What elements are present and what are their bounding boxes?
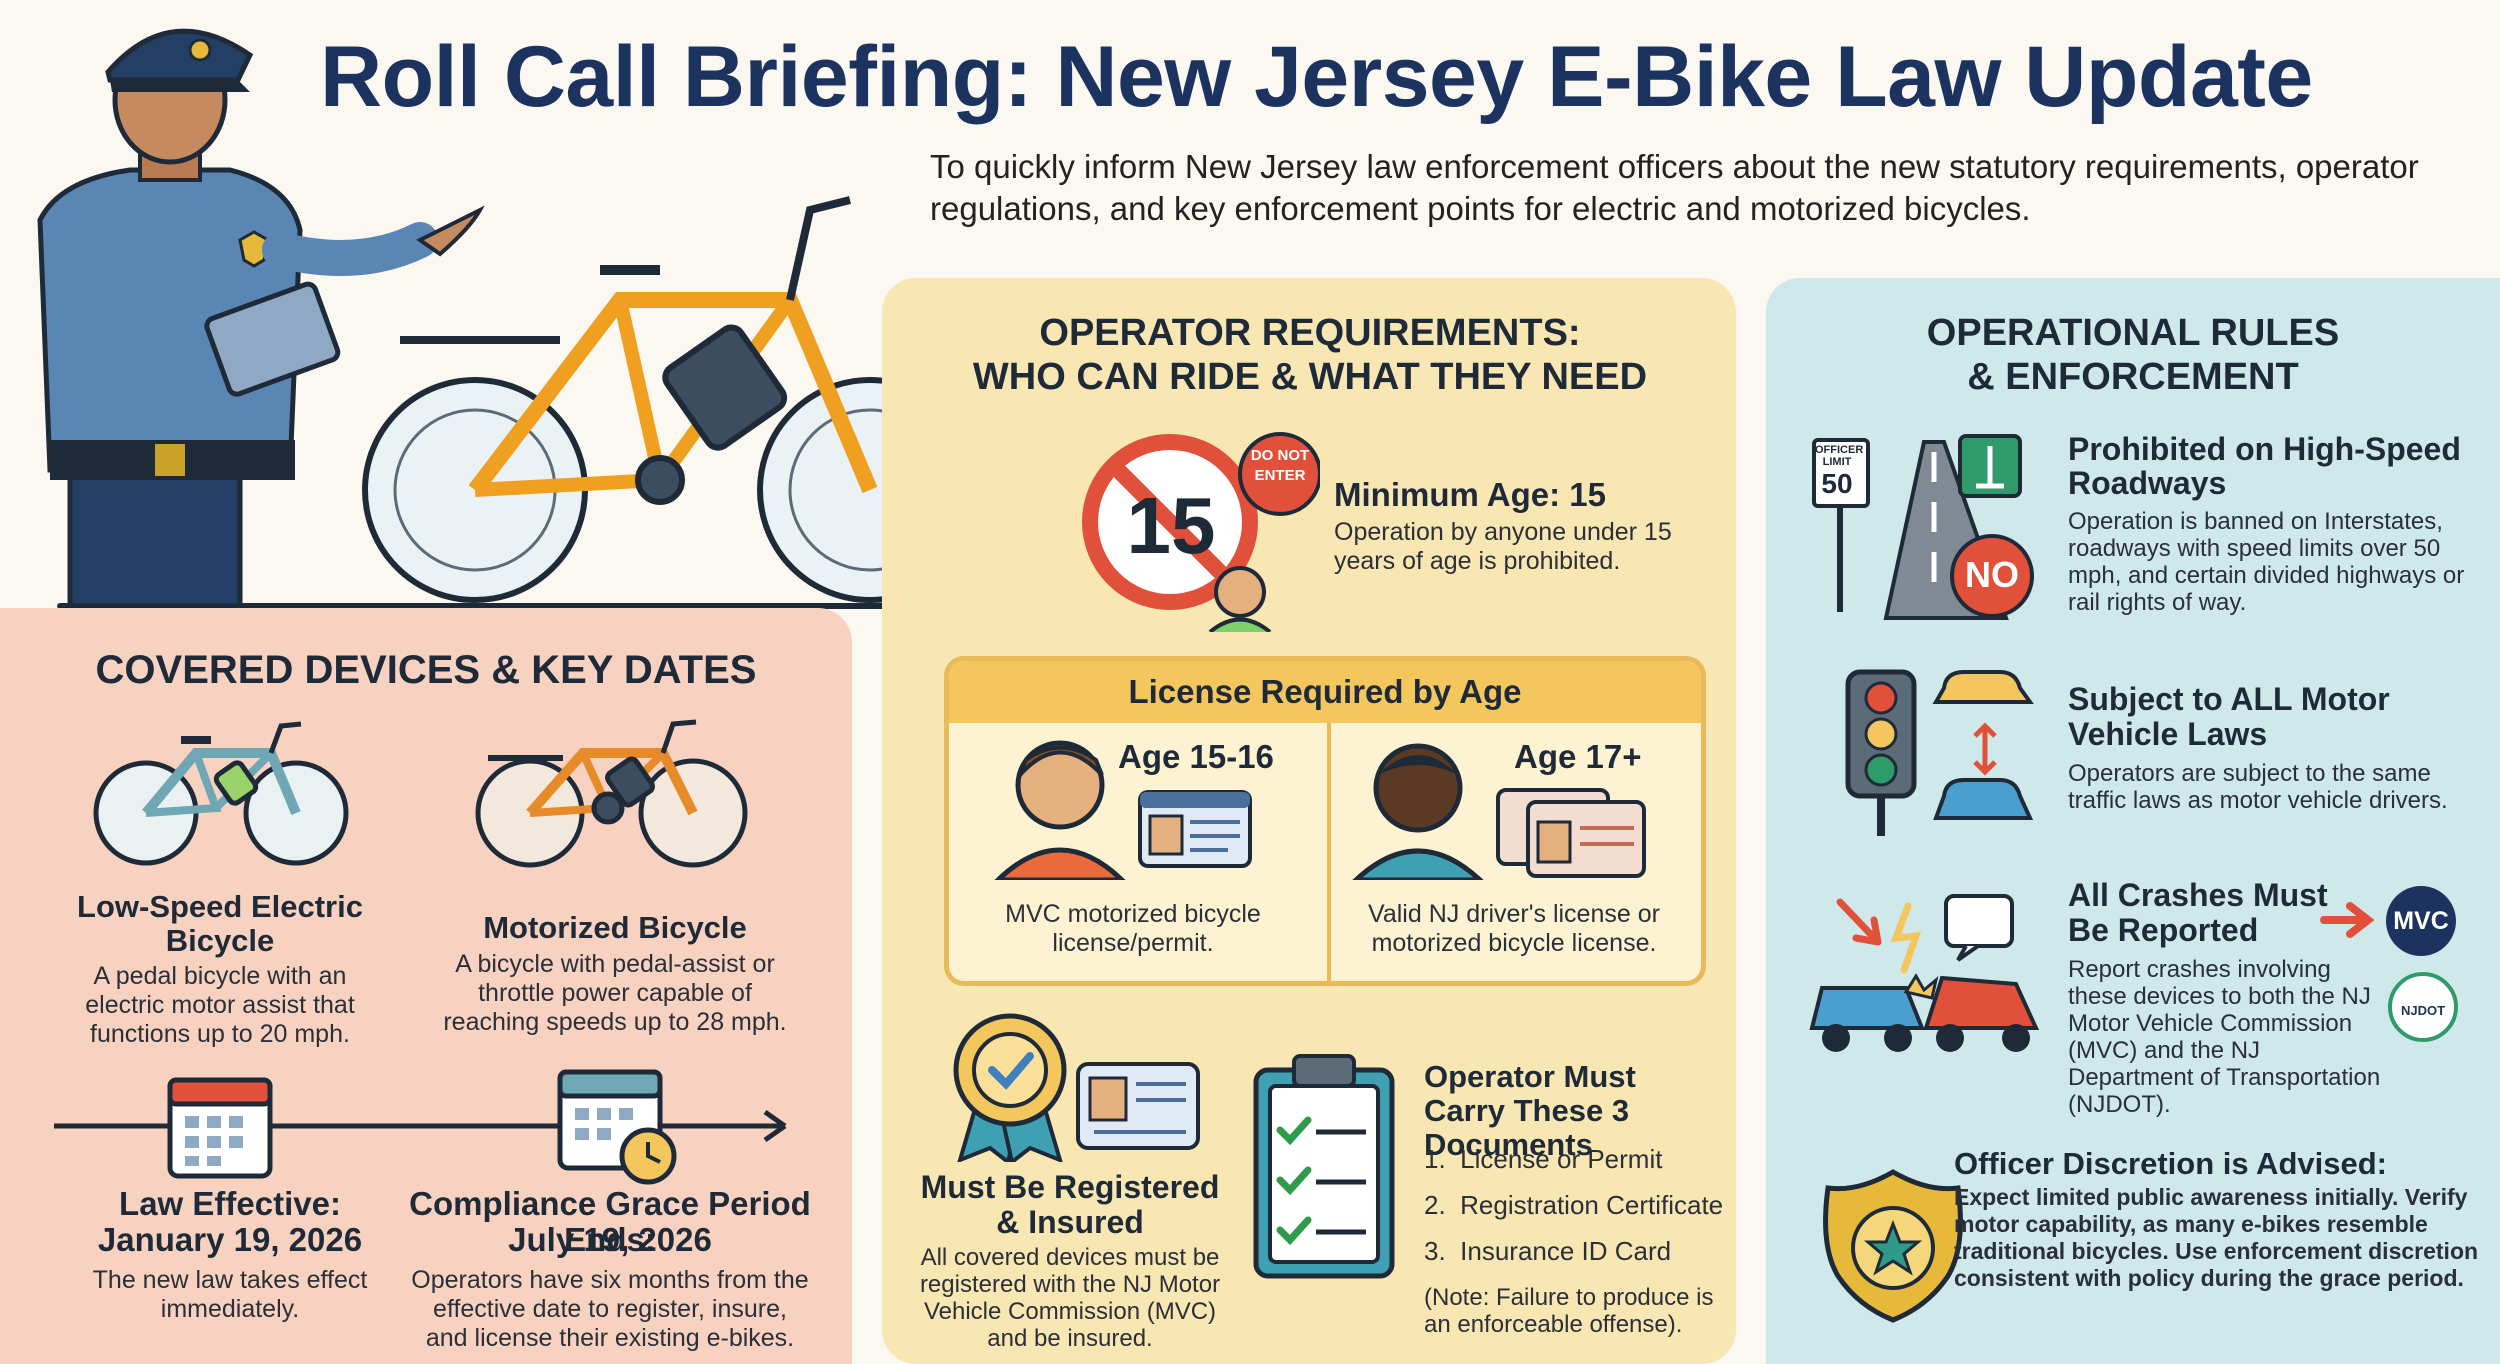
calendar-clock-icon bbox=[557, 1069, 677, 1185]
crashes-desc: Report crashes involving these devices t… bbox=[2068, 956, 2381, 1118]
calendar-icon bbox=[167, 1077, 273, 1179]
traffic-light-icon bbox=[1845, 669, 2034, 836]
document-item-3-label: Insurance ID Card bbox=[1460, 1236, 1672, 1266]
motorized-title: Motorized Bicycle bbox=[483, 910, 747, 945]
covered-devices-panel bbox=[0, 608, 852, 1364]
page-subtitle: To quickly inform New Jersey law enforce… bbox=[930, 148, 2419, 227]
low-speed-desc: A pedal bicycle with an electric motor a… bbox=[85, 962, 355, 1048]
timeline bbox=[54, 1069, 787, 1185]
grace-label: Compliance Grace Period Ends: bbox=[409, 1185, 811, 1258]
motorized-bike-icon bbox=[475, 719, 748, 868]
teen-with-permit-icon bbox=[994, 740, 1252, 880]
rules-title-line2: & ENFORCEMENT bbox=[1967, 356, 2299, 398]
grace-date: July 19, 2026 bbox=[508, 1221, 712, 1258]
motorized-desc: A bicycle with pedal-assist or throttle … bbox=[443, 950, 787, 1036]
low-speed-title: Low-Speed Electric Bicycle bbox=[77, 889, 363, 958]
operator-title-line2: WHO CAN RIDE & WHAT THEY NEED bbox=[972, 356, 1648, 398]
registered-desc: All covered devices must be registered w… bbox=[919, 1244, 1221, 1352]
age-17-label: Age 17+ bbox=[1514, 738, 1642, 775]
laws-title: Subject to ALL Motor Vehicle Laws bbox=[2068, 681, 2390, 752]
discretion-desc: Expect limited public awareness initiall… bbox=[1954, 1184, 2479, 1291]
highways-desc: Operation is banned on Interstates, road… bbox=[2068, 508, 2465, 616]
highway-no-icon bbox=[1812, 434, 2034, 620]
registered-title: Must Be Registered & Insured bbox=[920, 1169, 1220, 1240]
crash-icon bbox=[1809, 894, 2040, 1052]
covered-devices-title: COVERED DEVICES & KEY DATES bbox=[95, 648, 757, 692]
rules-title-line1: OPERATIONAL RULES bbox=[1926, 312, 2340, 354]
documents-note: (Note: Failure to produce is an enforcea… bbox=[1424, 1284, 1714, 1338]
effective-date: January 19, 2026 bbox=[97, 1221, 363, 1258]
age-17-desc: Valid NJ driver's license or motorized b… bbox=[1368, 900, 1660, 957]
mvc-badge: MVC bbox=[2386, 886, 2456, 956]
license-box-header: License Required by Age bbox=[949, 661, 1701, 723]
license-divider bbox=[1327, 723, 1331, 981]
discretion-title: Officer Discretion is Advised: bbox=[1954, 1146, 2387, 1181]
highways-title: Prohibited on High-Speed Roadways bbox=[2068, 431, 2461, 501]
age-15-16-desc: MVC motorized bicycle license/permit. bbox=[1005, 900, 1261, 957]
min-age-desc: Operation by anyone under 15 years of ag… bbox=[1334, 518, 1672, 575]
police-badge-icon bbox=[1823, 1169, 1963, 1323]
do-not-enter-label: DO NOT ENTER bbox=[1250, 447, 1310, 484]
document-item-1-label: License or Permit bbox=[1460, 1144, 1663, 1174]
age-15-16-label: Age 15-16 bbox=[1118, 738, 1274, 775]
sign-number: 15 bbox=[1126, 481, 1216, 570]
no-under-15-sign-icon bbox=[1082, 432, 1320, 632]
grace-desc: Operators have six months from the effec… bbox=[411, 1266, 809, 1352]
adult-with-license-icon bbox=[1352, 743, 1646, 880]
njdot-badge: NJDOT bbox=[2388, 972, 2458, 1042]
documents-title: Operator Must Carry These 3 Documents bbox=[1424, 1059, 1636, 1162]
document-item-1: 1. License or Permit bbox=[1424, 1144, 1663, 1174]
officer-illustration bbox=[37, 28, 1008, 609]
crashes-title: All Crashes Must Be Reported bbox=[2068, 877, 2328, 948]
arrow-right-icon bbox=[2320, 902, 2375, 938]
document-item-2-label: Registration Certificate bbox=[1460, 1190, 1724, 1220]
speed-limit-sign-top: OFFICER LIMIT bbox=[1815, 444, 1864, 468]
effective-label: Law Effective: bbox=[119, 1185, 341, 1222]
document-item-3: 3. Insurance ID Card bbox=[1424, 1236, 1672, 1266]
laws-desc: Operators are subject to the same traffi… bbox=[2068, 760, 2448, 814]
clipboard-checklist-icon bbox=[1253, 1054, 1395, 1279]
document-item-2: 2. Registration Certificate bbox=[1424, 1190, 1724, 1220]
min-age-title: Minimum Age: 15 bbox=[1334, 476, 1606, 513]
effective-desc: The new law takes effect immediately. bbox=[92, 1266, 368, 1323]
speed-limit-sign-number: 50 bbox=[1821, 468, 1853, 499]
operator-title-line1: OPERATOR REQUIREMENTS: bbox=[1039, 312, 1581, 354]
page-title: Roll Call Briefing: New Jersey E-Bike La… bbox=[320, 29, 2313, 125]
registered-ribbon-icon bbox=[953, 1013, 1200, 1162]
no-sign-label: NO bbox=[1965, 554, 2019, 595]
low-speed-bike-icon bbox=[93, 721, 349, 866]
